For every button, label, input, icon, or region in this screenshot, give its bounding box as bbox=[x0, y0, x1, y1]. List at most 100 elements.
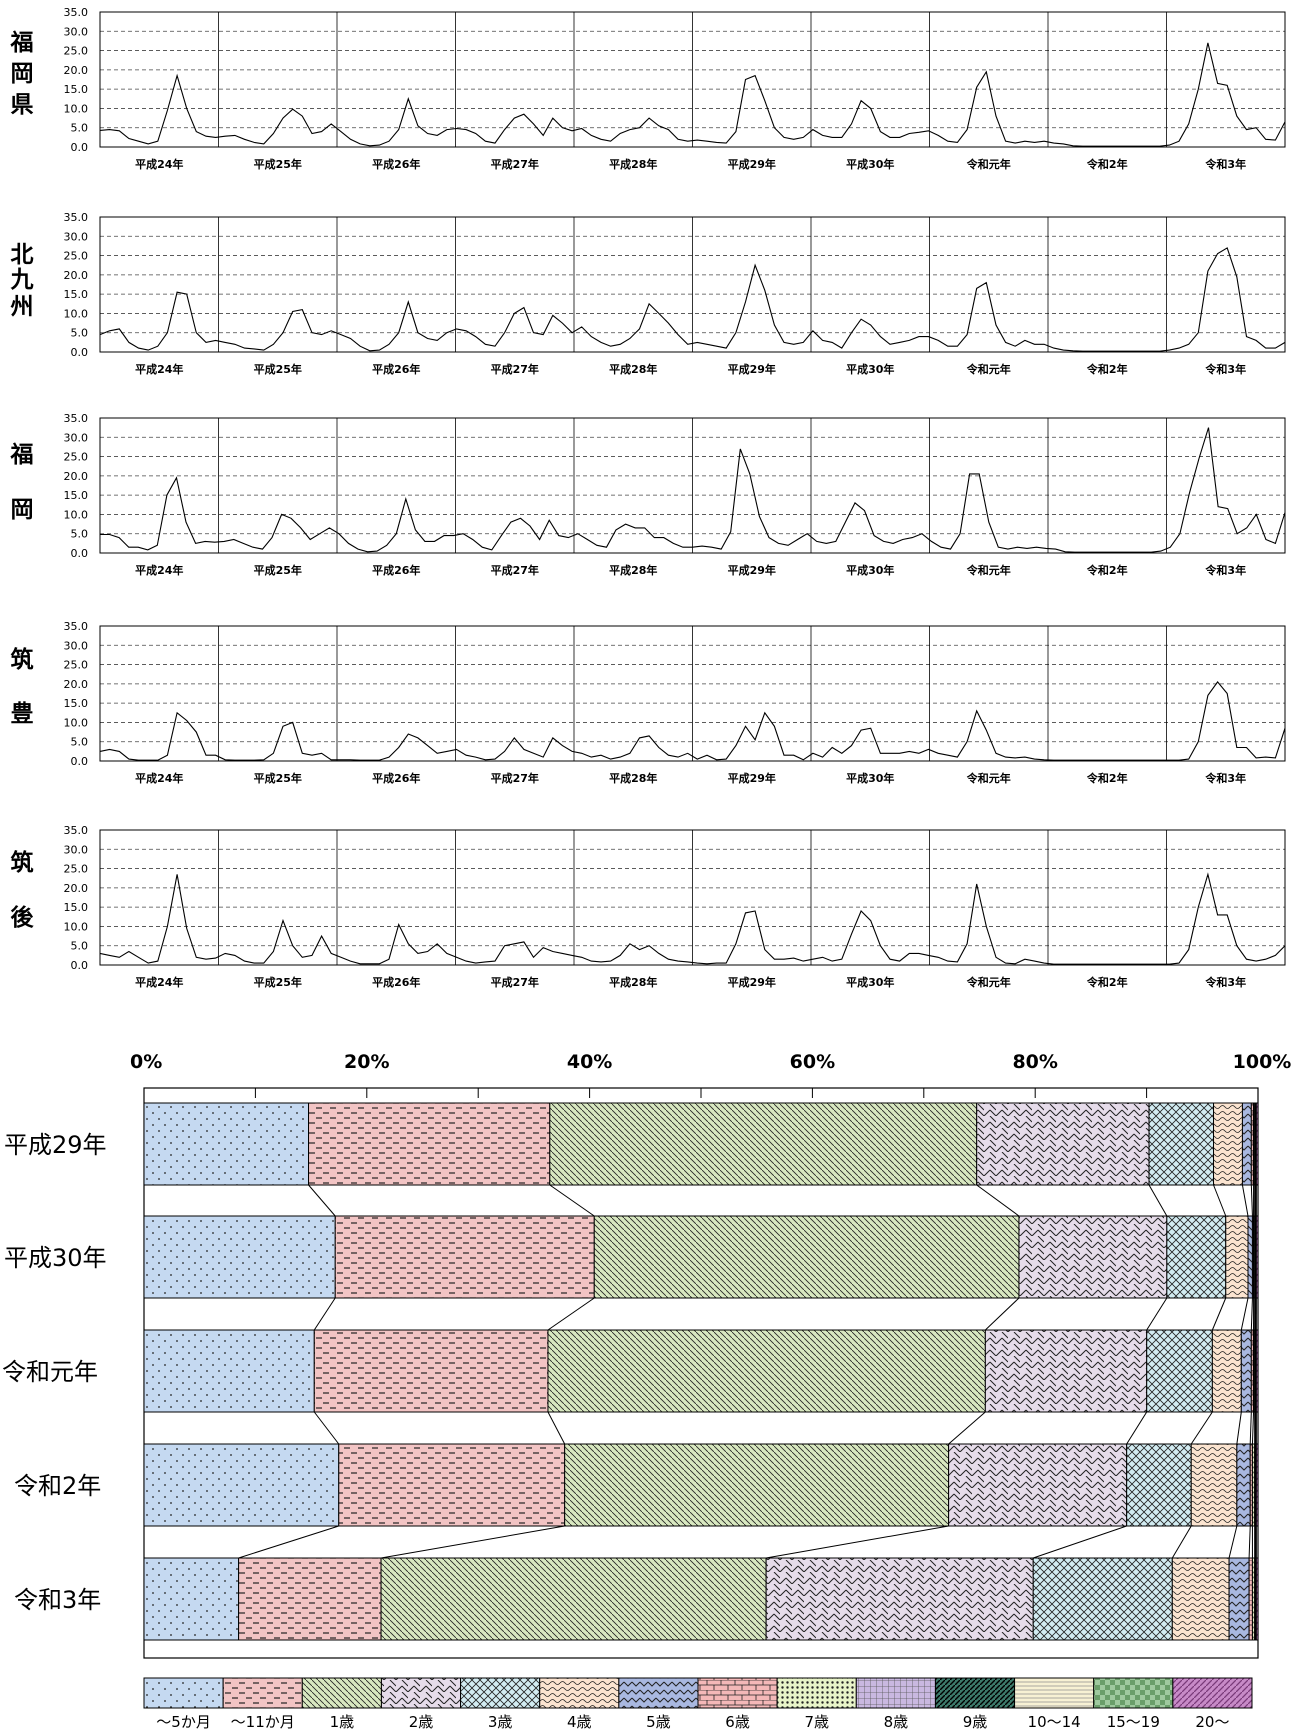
legend-label: 8歳 bbox=[884, 1713, 909, 1731]
x-tick-label: 80% bbox=[1012, 1051, 1057, 1073]
region-label-char: 筑 bbox=[11, 646, 34, 673]
legend-swatch bbox=[460, 1677, 541, 1709]
bar-segment bbox=[143, 1102, 310, 1186]
connector-line bbox=[549, 1184, 595, 1217]
connector-line bbox=[1148, 1184, 1168, 1217]
legend-label: 5歳 bbox=[646, 1713, 671, 1731]
y-tick-label: 20.0 bbox=[64, 470, 89, 483]
legend-label: 10～14 bbox=[1028, 1713, 1081, 1731]
line-panel-3: 0.0 5.0 10.0 15.0 20.0 25.0 30.0 35.0 平成24年 平成25年… bbox=[10, 412, 1286, 577]
legend-label: 1歳 bbox=[330, 1713, 355, 1731]
y-tick-label: 0.0 bbox=[71, 141, 89, 154]
y-tick-label: 10.0 bbox=[64, 307, 89, 320]
legend-item: 1歳 bbox=[301, 1677, 382, 1731]
bar-segment bbox=[1255, 1329, 1259, 1413]
bar-segment bbox=[1211, 1329, 1242, 1413]
bar-segment bbox=[1241, 1102, 1252, 1186]
x-year-label: 平成30年 bbox=[846, 157, 894, 171]
x-tick-label: 0% bbox=[130, 1051, 162, 1073]
x-year-label: 平成24年 bbox=[135, 362, 183, 376]
x-year-label: 令和3年 bbox=[1204, 975, 1246, 989]
bar-segment bbox=[1225, 1215, 1249, 1299]
bar-segment bbox=[547, 1329, 986, 1413]
legend-item: 20～ bbox=[1172, 1677, 1253, 1731]
connector-line bbox=[1228, 1525, 1238, 1559]
x-year-label: 令和2年 bbox=[1086, 771, 1128, 785]
x-year-label: 令和2年 bbox=[1086, 362, 1128, 376]
bar-segment bbox=[1255, 1102, 1259, 1186]
region-label-char: 県 bbox=[11, 92, 34, 118]
x-year-label: 平成29年 bbox=[728, 362, 776, 376]
y-tick-label: 20.0 bbox=[64, 678, 89, 691]
legend-swatch bbox=[539, 1677, 620, 1709]
bar-segment bbox=[1171, 1557, 1230, 1641]
x-year-label: 平成29年 bbox=[728, 563, 776, 577]
legend-label: 9歳 bbox=[963, 1713, 988, 1731]
bar-row-3 bbox=[143, 1329, 1259, 1413]
line-panel-1: 0.0 5.0 10.0 15.0 20.0 25.0 30.0 35.0 平成24年 平成25年… bbox=[10, 6, 1286, 171]
x-year-label: 令和元年 bbox=[966, 975, 1011, 989]
connector-line bbox=[1171, 1525, 1192, 1559]
bar-segment bbox=[1126, 1443, 1192, 1527]
bar-row-2 bbox=[143, 1215, 1259, 1299]
y-tick-label: 35.0 bbox=[64, 6, 89, 19]
bar-segment bbox=[1166, 1215, 1227, 1299]
bar-segment bbox=[593, 1215, 1020, 1299]
x-year-label: 令和元年 bbox=[966, 157, 1011, 171]
legend-label: 3歳 bbox=[488, 1713, 513, 1731]
connector-line bbox=[766, 1525, 949, 1559]
bar-segment bbox=[549, 1102, 978, 1186]
bar-row-4 bbox=[143, 1443, 1259, 1527]
y-tick-label: 15.0 bbox=[64, 901, 89, 914]
series-line bbox=[100, 427, 1286, 553]
connector-line bbox=[1033, 1525, 1127, 1559]
x-year-label: 平成24年 bbox=[135, 975, 183, 989]
x-year-label: 令和元年 bbox=[966, 771, 1011, 785]
x-year-label: 令和2年 bbox=[1086, 975, 1128, 989]
legend-swatch bbox=[776, 1677, 857, 1709]
bar-segment bbox=[984, 1329, 1148, 1413]
y-tick-label: 35.0 bbox=[64, 824, 89, 837]
legend-item: 8歳 bbox=[855, 1677, 936, 1731]
x-year-label: 平成29年 bbox=[728, 975, 776, 989]
x-year-label: 平成25年 bbox=[254, 157, 302, 171]
y-tick-label: 5.0 bbox=[71, 327, 89, 340]
x-year-label: 平成30年 bbox=[846, 975, 894, 989]
legend-swatch bbox=[380, 1677, 462, 1709]
connector-line bbox=[1248, 1525, 1251, 1559]
connector-line bbox=[1211, 1297, 1227, 1331]
bar-segment bbox=[1255, 1557, 1259, 1641]
series-line bbox=[99, 247, 1286, 352]
connector-line bbox=[313, 1411, 340, 1445]
bar-segment bbox=[1018, 1215, 1168, 1299]
x-year-label: 平成28年 bbox=[609, 362, 657, 376]
x-year-label: 平成27年 bbox=[491, 157, 539, 171]
bar-segment bbox=[1148, 1102, 1215, 1186]
x-year-label: 令和3年 bbox=[1204, 771, 1246, 785]
connector-line bbox=[547, 1411, 566, 1445]
legend-item: 15～19 bbox=[1093, 1677, 1174, 1731]
legend-item: 2歳 bbox=[380, 1677, 462, 1731]
x-year-label: 平成26年 bbox=[372, 157, 420, 171]
legend-item: 7歳 bbox=[776, 1677, 857, 1731]
bar-segment bbox=[948, 1443, 1128, 1527]
y-tick-label: 35.0 bbox=[64, 211, 89, 224]
legend-label: 6歳 bbox=[725, 1713, 750, 1731]
legend-swatch bbox=[697, 1677, 778, 1709]
legend-item: ～11か月 bbox=[222, 1677, 303, 1731]
bar-segment bbox=[976, 1102, 1150, 1186]
region-label-char: 福 bbox=[10, 30, 34, 56]
bar-segment bbox=[1190, 1443, 1238, 1527]
category-label: 平成30年 bbox=[4, 1244, 107, 1272]
bar-segment bbox=[143, 1557, 240, 1641]
x-year-label: 平成26年 bbox=[372, 362, 420, 376]
bar-segment bbox=[334, 1215, 595, 1299]
legend-label: ～5か月 bbox=[156, 1713, 211, 1731]
line-panel-2: 0.0 5.0 10.0 15.0 20.0 25.0 30.0 35.0 平成24年 平成25年… bbox=[10, 211, 1286, 376]
connector-line bbox=[1146, 1297, 1168, 1331]
x-year-label: 平成24年 bbox=[135, 157, 183, 171]
bar-segment bbox=[564, 1443, 950, 1527]
x-year-label: 平成28年 bbox=[609, 771, 657, 785]
x-year-label: 令和元年 bbox=[966, 362, 1011, 376]
